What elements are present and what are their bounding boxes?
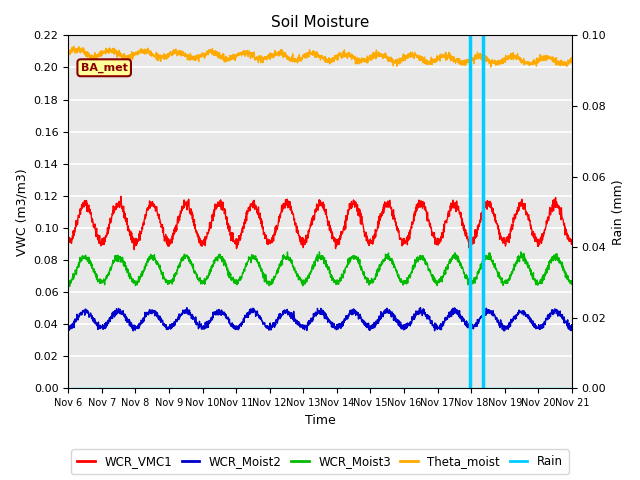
Y-axis label: VWC (m3/m3): VWC (m3/m3) xyxy=(15,168,28,256)
Text: BA_met: BA_met xyxy=(81,62,127,73)
Legend: WCR_VMC1, WCR_Moist2, WCR_Moist3, Theta_moist, Rain: WCR_VMC1, WCR_Moist2, WCR_Moist3, Theta_… xyxy=(71,449,569,474)
X-axis label: Time: Time xyxy=(305,414,335,427)
Title: Soil Moisture: Soil Moisture xyxy=(271,15,369,30)
Y-axis label: Rain (mm): Rain (mm) xyxy=(612,179,625,245)
